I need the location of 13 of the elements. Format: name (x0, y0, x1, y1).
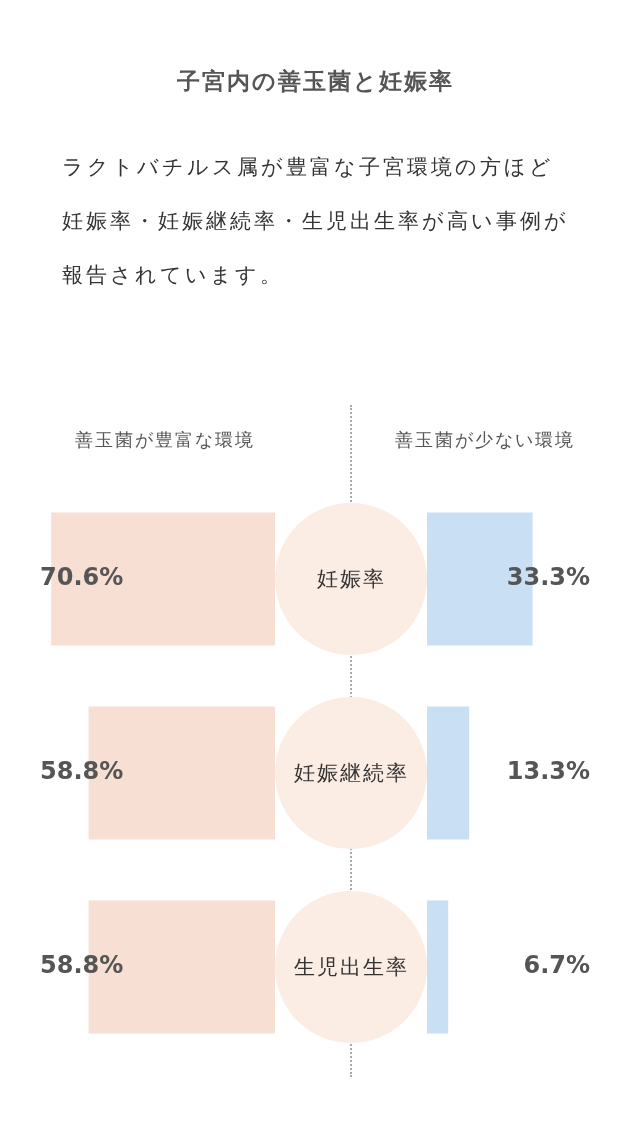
data-label: 58.8% (40, 757, 124, 786)
data-label: 58.8% (40, 951, 124, 980)
y-tick-label: 妊娠継続率 (293, 760, 409, 787)
text: ラクトバチルス属が豊富な子宮環境の方ほど妊娠率・妊娠継続率・生児出生率が高い事例が報告されています。 (62, 155, 569, 287)
data-label: 33.3% (506, 563, 590, 592)
y-tick-label: 妊娠率 (316, 566, 386, 593)
data-label: 13.3% (506, 757, 590, 786)
data-label: 6.7% (523, 951, 590, 980)
data-label: 70.6% (40, 563, 124, 592)
chart-title: 子宮内の善玉菌と妊娠率 (175, 67, 455, 96)
text: 善玉菌が豊富な環境 (74, 428, 256, 452)
y-tick-label: 生児出生率 (293, 954, 409, 981)
text: 善玉菌が少ない環境 (394, 428, 576, 452)
